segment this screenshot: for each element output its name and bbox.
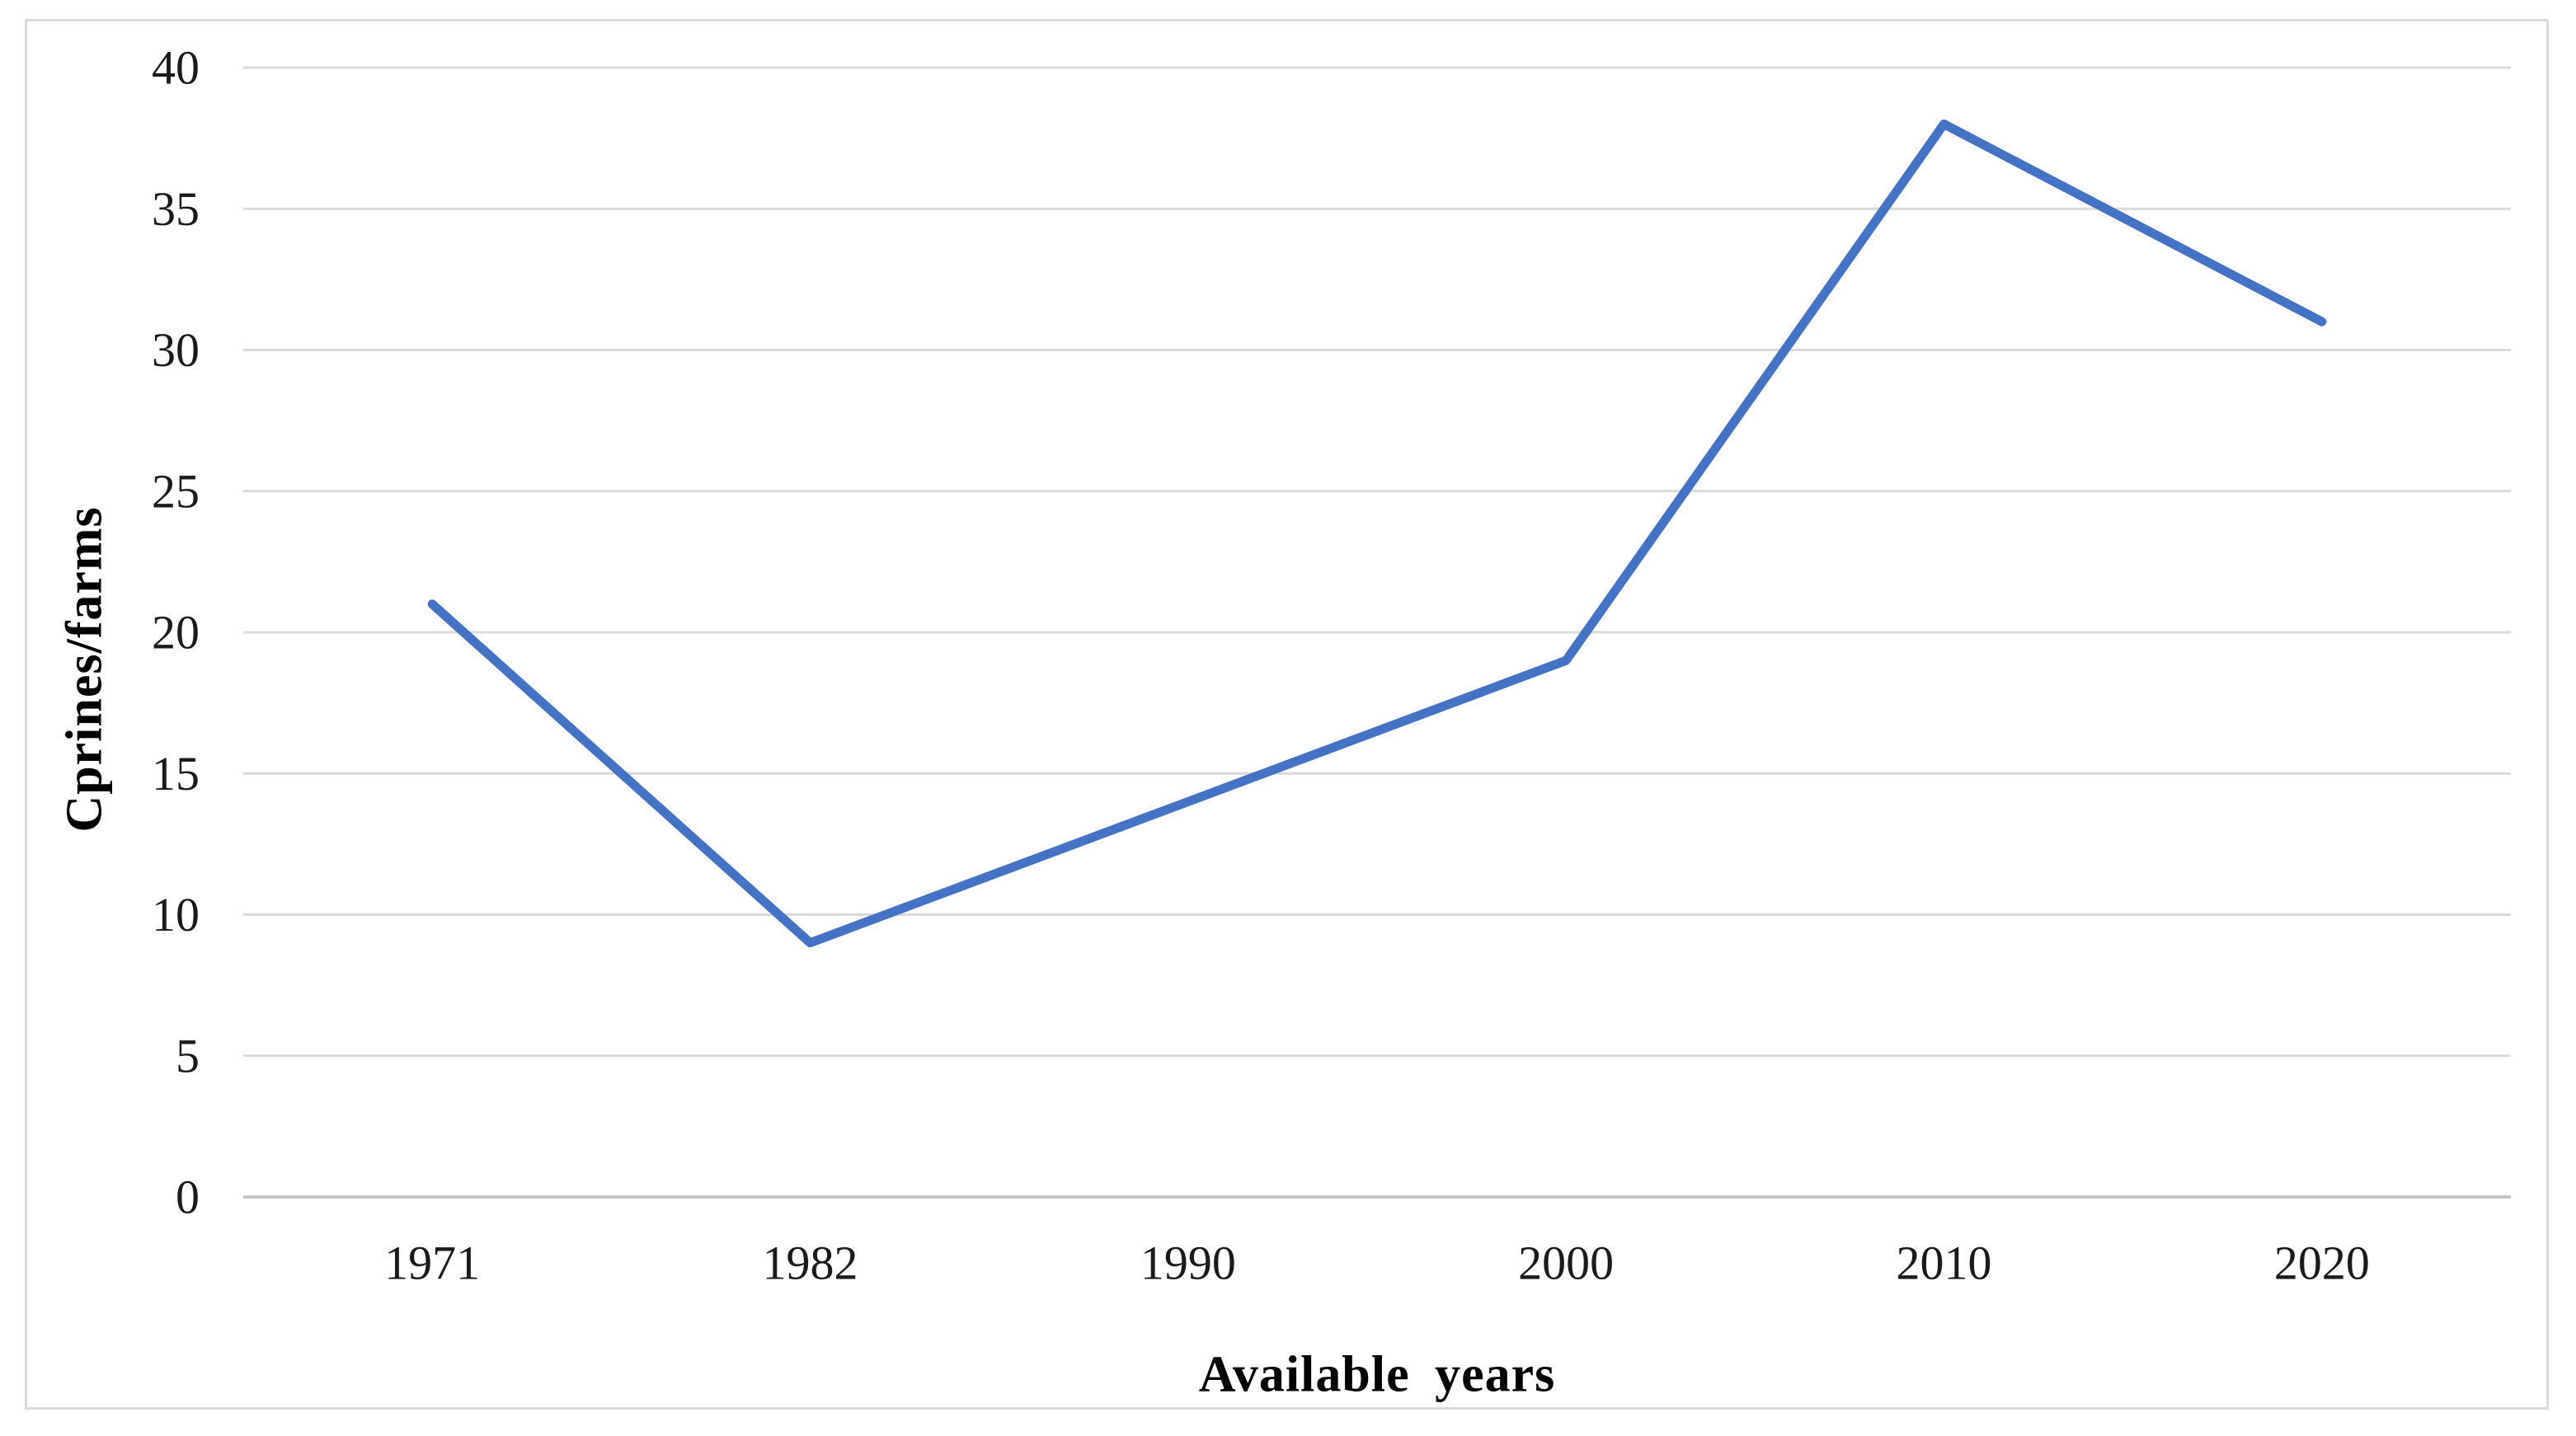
x-tick-label: 2010 bbox=[1897, 1237, 1992, 1290]
x-axis-title: Available years bbox=[1198, 1346, 1556, 1403]
x-tick-label: 1971 bbox=[384, 1237, 480, 1290]
y-tick-label: 0 bbox=[176, 1171, 200, 1224]
data-series-line bbox=[427, 120, 2327, 948]
y-tick-label: 30 bbox=[152, 323, 200, 377]
y-tick-label: 15 bbox=[152, 747, 200, 800]
x-tick-label: 1982 bbox=[763, 1237, 858, 1290]
y-tick-label: 35 bbox=[152, 182, 200, 236]
y-tick-label: 10 bbox=[152, 888, 200, 941]
y-tick-label: 25 bbox=[152, 464, 200, 518]
x-tick-label: 2020 bbox=[2274, 1237, 2370, 1290]
y-tick-label: 40 bbox=[152, 41, 200, 95]
x-tick-label: 2000 bbox=[1518, 1237, 1614, 1290]
chart-border bbox=[25, 19, 2549, 1410]
y-tick-label: 20 bbox=[152, 606, 200, 659]
y-tick-label: 5 bbox=[176, 1029, 200, 1082]
y-axis-title: Cprines/farms bbox=[56, 506, 113, 833]
x-tick-label: 1990 bbox=[1140, 1237, 1236, 1290]
